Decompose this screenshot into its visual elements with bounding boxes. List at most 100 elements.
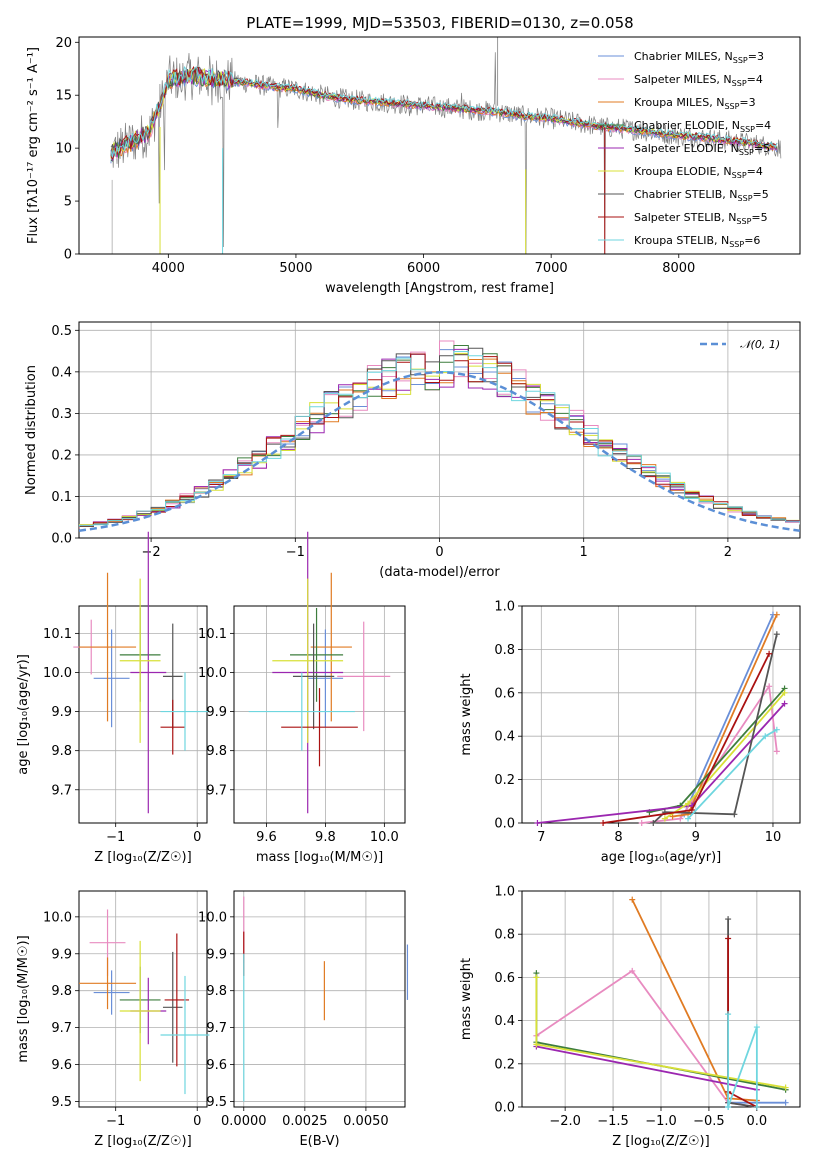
error-panel-2: −1 0 9.7 9.8 9.9 10.0 10.1 Z [log₁₀(Z/Z☉)] age [… — [16, 531, 210, 865]
y-tick-label: 0.0 — [494, 817, 515, 832]
y-tick-label: 10.0 — [43, 666, 72, 681]
x-tick-label: 0.0000 — [221, 1114, 267, 1129]
legend-label-main: Kroupa STELIB, N — [634, 234, 729, 247]
y-axis-label: age [log₁₀(age/yr)] — [16, 654, 31, 775]
point-chabrier-stelib — [292, 623, 335, 730]
series-salpeter-elodie — [533, 1043, 760, 1093]
legend-label: Chabrier ELODIE, NSSP=4 — [634, 119, 771, 134]
x-axis-label: Z [log₁₀(Z/Z☉)] — [94, 1134, 191, 1149]
series-kroupa-stelib — [685, 726, 780, 822]
point-kroupa-miles — [310, 572, 352, 722]
series-marker — [731, 811, 738, 818]
x-tick-label: 5000 — [279, 261, 312, 276]
legend-label-suffix: =4 — [755, 119, 771, 132]
y-tick-label: 9.8 — [206, 744, 227, 759]
point-kroupa-elodie — [119, 578, 161, 743]
legend-label: Salpeter MILES, NSSP=4 — [634, 73, 763, 88]
y-tick-label: 9.8 — [206, 984, 227, 999]
y-tick-label: 9.8 — [51, 984, 72, 999]
legend-label-main: Salpeter STELIB, N — [634, 211, 736, 224]
point-salpeter-miles — [337, 621, 391, 732]
point-kroupa-elodie — [119, 940, 161, 1082]
point-chabrier-miles — [93, 629, 130, 728]
legend-label-main: Kroupa ELODIE, N — [634, 165, 732, 178]
y-tick-label: 0.4 — [494, 1014, 515, 1029]
legend-label: Salpeter ELODIE, NSSP=5 — [634, 142, 770, 157]
point-kroupa-stelib — [248, 672, 355, 751]
legend-label-sub: SSP — [732, 171, 747, 180]
legend-label-main: Kroupa MILES, N — [634, 96, 724, 109]
y-tick-label: 0.6 — [494, 686, 515, 701]
x-tick-label: −1 — [106, 830, 125, 845]
series-marker — [773, 726, 780, 733]
series-kroupa-miles — [669, 611, 780, 820]
x-tick-label: 8000 — [662, 261, 695, 276]
legend-label-main: Salpeter MILES, N — [634, 73, 732, 86]
y-tick-label: 10.1 — [43, 627, 72, 642]
series-marker — [766, 683, 773, 690]
point-kroupa-stelib — [160, 975, 210, 1095]
residual-panel: −2 −1 0 1 2 0.0 0.1 0.2 0.3 0.4 0.5 (data-model)/er… — [24, 321, 801, 580]
y-tick-label: 0.0 — [51, 532, 72, 547]
legend-label-sub: SSP — [732, 79, 747, 88]
y-axis-label: Normed distribution — [24, 365, 39, 495]
y-tick-label: 9.7 — [206, 1021, 227, 1036]
series-marker — [650, 820, 657, 826]
legend-label: Kroupa MILES, NSSP=3 — [634, 96, 756, 111]
axes-frame — [78, 605, 208, 824]
y-axis-label: Flux [fλ10⁻¹⁷ erg cm⁻² s⁻¹ A⁻¹] — [26, 47, 41, 244]
point-kroupa-miles — [79, 957, 137, 1010]
y-tick-label: 9.7 — [51, 783, 72, 798]
x-tick-label: 0 — [193, 1114, 201, 1129]
legend-label-main: Chabrier ELODIE, N — [634, 119, 740, 132]
series-salpeter-miles — [533, 967, 760, 1110]
series-marker — [685, 800, 692, 807]
series-salpeter-miles — [638, 683, 780, 826]
series-marker — [725, 1011, 732, 1018]
series-marker — [629, 967, 636, 974]
y-tick-label: 10.1 — [198, 627, 227, 642]
y-tick-label: 0.5 — [51, 324, 72, 339]
series-line — [537, 703, 786, 824]
legend-label: Kroupa STELIB, NSSP=6 — [634, 234, 760, 249]
x-tick-label: 6000 — [407, 261, 440, 276]
series-marker — [638, 820, 645, 826]
axes-frame — [521, 605, 801, 824]
spectrum-lines — [110, 37, 782, 254]
y-tick-label: 10.0 — [198, 666, 227, 681]
axes-frame — [233, 605, 406, 824]
legend-label-suffix: =4 — [747, 73, 763, 86]
y-tick-label: 10.0 — [198, 910, 227, 925]
legend-label-main: Chabrier MILES, N — [634, 50, 733, 63]
series-marker — [753, 1104, 760, 1110]
x-tick-label: 2 — [724, 545, 732, 560]
legend-label-sub: SSP — [740, 125, 755, 134]
x-tick-label: −2 — [142, 545, 161, 560]
x-axis-label: age [log₁₀(age/yr)] — [601, 850, 722, 865]
y-tick-label: 9.6 — [51, 1058, 72, 1073]
legend-label-main: Salpeter ELODIE, N — [634, 142, 739, 155]
x-tick-label: 10.0 — [370, 830, 399, 845]
series-marker — [533, 1041, 540, 1048]
series-marker — [685, 815, 692, 822]
spectrum-panel: 4000 5000 6000 7000 8000 0 5 10 15 20 wavelength [… — [26, 36, 801, 296]
y-tick-label: 9.7 — [51, 1021, 72, 1036]
y-tick-label: 9.9 — [51, 705, 72, 720]
y-tick-label: 10 — [55, 142, 72, 157]
legend-label-sub: SSP — [736, 217, 751, 226]
y-tick-label: 9.9 — [206, 947, 227, 962]
y-tick-label: 9.9 — [51, 947, 72, 962]
series-marker — [781, 700, 788, 707]
x-tick-label: 0.0025 — [282, 1114, 328, 1129]
series-marker — [533, 974, 540, 981]
legend-label-suffix: =3 — [748, 50, 764, 63]
error-panel-3: 9.6 9.8 10.0 9.7 9.8 9.9 10.0 10.1 mass [log₁₀(M… — [198, 531, 406, 865]
series-marker — [766, 650, 773, 657]
y-tick-label: 0.6 — [494, 971, 515, 986]
x-tick-label: 7 — [537, 830, 545, 845]
point-salpeter-stelib — [281, 688, 358, 767]
y-tick-label: 9.7 — [206, 783, 227, 798]
series-line — [631, 899, 757, 1102]
axes-frame — [233, 890, 406, 1108]
y-tick-label: 9.5 — [51, 1095, 72, 1110]
